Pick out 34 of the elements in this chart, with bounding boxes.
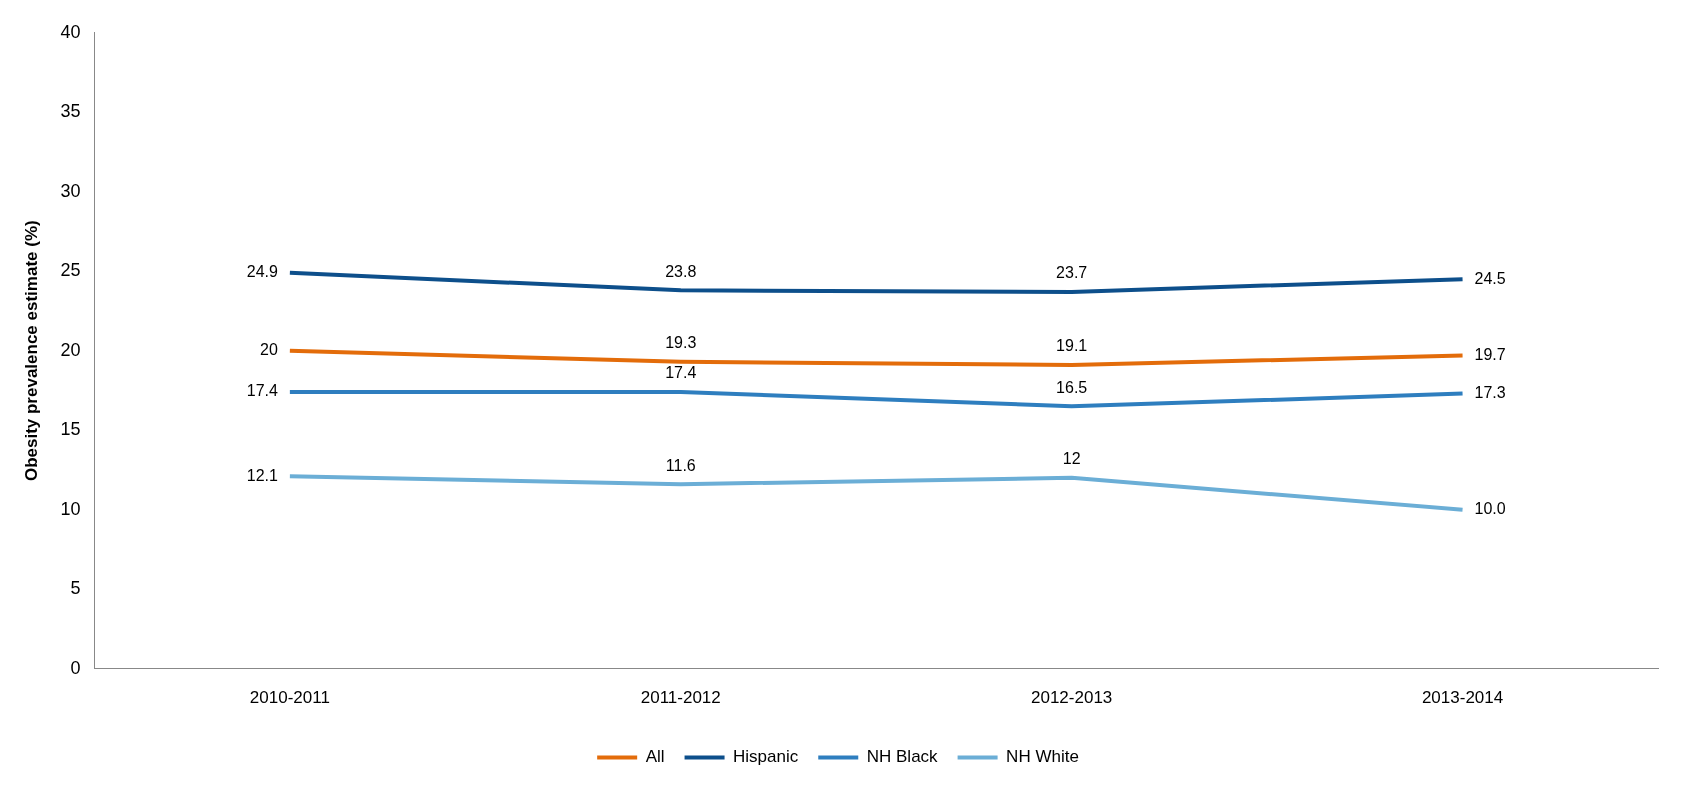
legend-label: All [645,747,665,767]
y-axis-title: Obesity prevalence estimate (%) [21,220,41,482]
y-tick-label: 0 [70,657,81,678]
data-label: 20 [260,341,278,359]
data-label: 16.5 [1056,378,1088,396]
data-label: 24.9 [246,263,278,281]
x-tick-label: 2013-2014 [1421,688,1504,708]
y-tick-label: 20 [60,339,81,360]
legend-label: Hispanic [733,747,799,767]
data-label: 19.3 [665,334,697,352]
x-tick-label: 2012-2013 [1031,688,1113,708]
data-label: 19.1 [1056,337,1088,355]
data-label: 17.3 [1474,384,1506,402]
data-label: 10.0 [1474,500,1506,518]
data-label: 12.1 [246,466,278,484]
legend-label: NH Black [866,747,939,767]
y-tick-label: 40 [60,21,81,42]
y-tick-label: 30 [60,180,81,201]
data-label: 12 [1062,450,1081,468]
y-tick-label: 5 [70,578,81,599]
y-tick-label: 35 [60,101,81,122]
y-tick-label: 15 [60,419,81,440]
data-label: 23.8 [665,262,697,280]
legend-label: NH White [1006,747,1079,767]
x-tick-label: 2010-2011 [249,688,330,708]
data-label: 17.4 [246,382,278,400]
y-tick-label: 25 [60,260,81,281]
data-label: 23.7 [1056,264,1088,282]
data-label: 17.4 [665,364,697,382]
data-label: 11.6 [665,456,696,474]
data-label: 19.7 [1474,345,1506,363]
x-tick-label: 2011-2012 [640,688,721,708]
y-tick-label: 10 [60,498,81,519]
data-label: 24.5 [1474,269,1506,287]
